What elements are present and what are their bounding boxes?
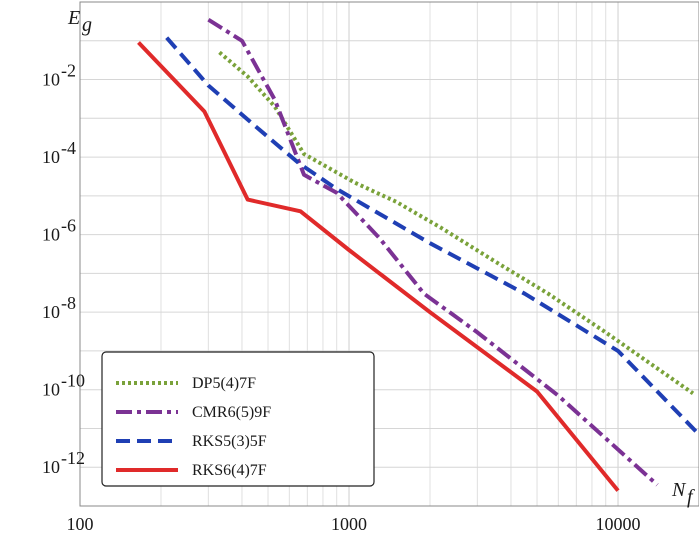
x-axis-label-main: N [671,479,687,501]
y-tick-label: 10 [42,225,60,245]
series-line-2 [165,36,699,436]
series-layer [137,18,699,492]
series-line-1 [207,18,659,487]
x-axis-label-sub: f [687,486,695,508]
legend-label: CMR6(5)9F [192,404,271,421]
legend: DP5(4)7F CMR6(5)9F RKS5(3)5F RKS6(4)7F [101,351,375,487]
grid [79,1,699,507]
y-axis-label: E g [67,7,92,36]
y-tick-label: 10 [42,457,60,477]
y-axis-label-main: E [67,7,80,29]
x-tick-label: 1000 [331,514,367,534]
y-tick-exponent: -2 [61,61,76,81]
legend-label: RKS5(3)5F [192,433,267,450]
x-axis-label: N f [671,479,695,508]
legend-label: RKS6(4)7F [192,462,267,479]
x-tick-label: 10000 [596,514,641,534]
y-tick-exponent: -12 [61,448,85,468]
y-tick-label: 10 [42,302,60,322]
plot-frame [79,1,699,507]
series-line-3 [137,41,620,492]
y-tick-label: 10 [42,70,60,90]
y-tick-label: 10 [42,147,60,167]
series-line-0 [218,50,695,396]
legend-box [101,351,375,487]
y-tick-exponent: -8 [61,293,76,313]
y-tick-label: 10 [42,380,60,400]
x-tick-label: 100 [67,514,94,534]
y-tick-exponent: -6 [61,216,76,236]
y-tick-exponent: -10 [61,371,85,391]
y-tick-exponent: -4 [61,138,76,158]
legend-label: DP5(4)7F [192,375,256,392]
y-axis-label-sub: g [82,14,92,36]
